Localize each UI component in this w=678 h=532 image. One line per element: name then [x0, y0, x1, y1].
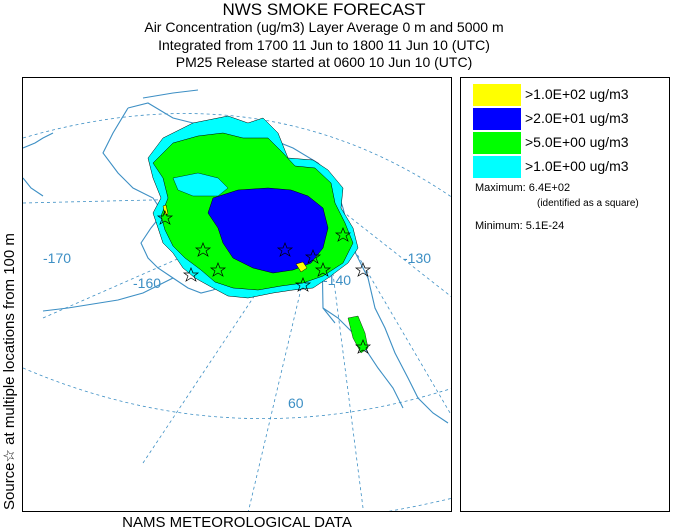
map-panel: -170 -160 -140 -130 60 [22, 77, 452, 512]
lon-label-130: -130 [403, 250, 431, 266]
legend-label: >5.0E+00 ug/m3 [525, 134, 629, 150]
source-star [354, 262, 372, 277]
legend-swatch-green [473, 132, 521, 154]
source-markers [156, 210, 372, 354]
meridian-line [322, 195, 364, 509]
blue-contour [207, 187, 329, 274]
release-start: PM25 Release started at 0600 10 Jun 10 (… [175, 54, 473, 70]
lon-label-170: -170 [43, 250, 71, 266]
legend-item-cyan: >1.0E+00 ug/m3 [473, 156, 668, 178]
legend-item-blue: >2.0E+01 ug/m3 [473, 108, 668, 130]
lat-label-60: 60 [288, 395, 304, 411]
meteorological-data-label: NAMS METEOROLOGICAL DATA [122, 514, 352, 531]
forecast-title: NWS SMOKE FORECAST [222, 0, 426, 19]
legend-panel: >1.0E+02 ug/m3 >2.0E+01 ug/m3 >5.0E+00 u… [460, 77, 670, 512]
legend-swatch-blue [473, 108, 521, 130]
legend-label: >1.0E+00 ug/m3 [525, 158, 629, 174]
arctic-coast [142, 89, 199, 99]
concentration-subtitle: Air Concentration (ug/m3) Layer Average … [144, 19, 504, 35]
source-star [294, 277, 312, 292]
maximum-note: (identified as a square) [537, 198, 639, 209]
parallel-line [23, 367, 451, 419]
source-star [182, 267, 200, 282]
minimum-value: Minimum: 5.1E-24 [475, 220, 565, 232]
source-star [194, 242, 212, 257]
parallel-line [388, 498, 451, 511]
parallel-line [23, 113, 451, 198]
lon-label-140: -140 [323, 272, 351, 288]
legend-item-green: >5.0E+00 ug/m3 [473, 132, 668, 154]
source-star [209, 262, 227, 277]
legend-item-yellow: >1.0E+02 ug/m3 [473, 84, 668, 106]
source-star [314, 262, 332, 277]
source-star [156, 210, 174, 225]
integration-period: Integrated from 1700 11 Jun to 1800 11 J… [158, 37, 490, 53]
legend-swatch-yellow [473, 84, 521, 106]
siberia-coast [23, 132, 54, 197]
alaska-map: -170 -160 -140 -130 60 [23, 89, 451, 511]
smoke-plume [147, 115, 369, 354]
source-star [354, 339, 372, 354]
lon-label-160: -160 [133, 275, 161, 291]
source-label: Source☆ at multiple locations from 100 m [1, 233, 18, 510]
cyan-hole [172, 172, 229, 197]
source-star [334, 227, 352, 242]
panhandle-plume [347, 315, 369, 354]
yellow-core [295, 261, 308, 273]
aleutian-chain [42, 277, 174, 312]
source-star [304, 249, 322, 264]
source-star [276, 242, 294, 257]
meridian-line [322, 195, 451, 416]
legend-swatch-cyan [473, 156, 521, 178]
maximum-value: Maximum: 6.4E+02 [475, 182, 571, 194]
legend-label: >1.0E+02 ug/m3 [525, 86, 629, 102]
legend-label: >2.0E+01 ug/m3 [525, 110, 629, 126]
